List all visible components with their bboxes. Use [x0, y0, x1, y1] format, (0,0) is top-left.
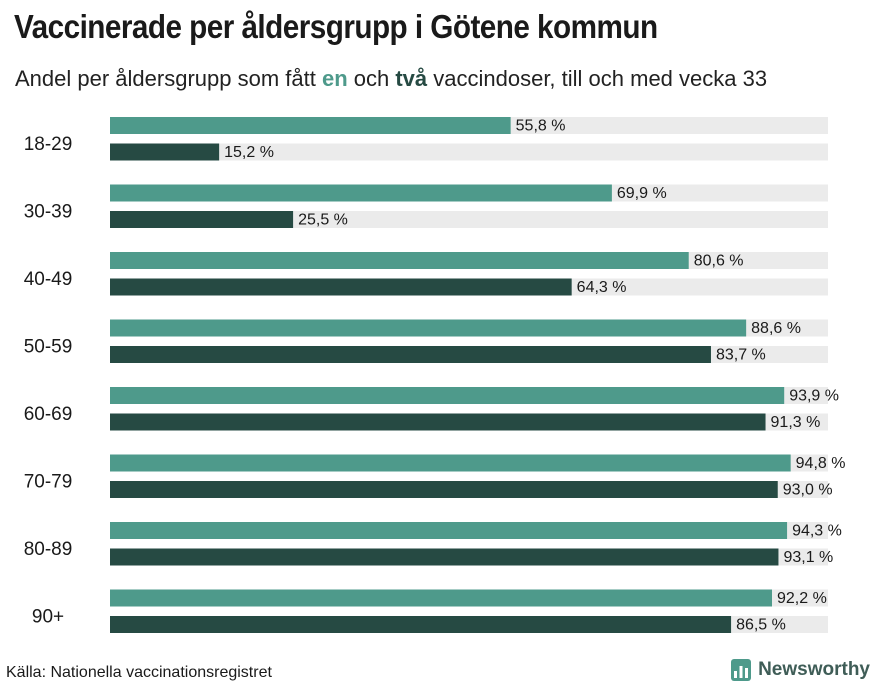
source-note: Källa: Nationella vaccinationsregistret	[6, 664, 272, 681]
bar-one-dose	[110, 522, 788, 539]
value-label: 69,9 %	[617, 185, 667, 202]
value-label: 94,3 %	[792, 523, 842, 540]
bar-two-doses	[110, 413, 766, 431]
bar-two-doses	[110, 616, 732, 633]
bar-group: 70-79 94,8 % 93,0 %	[24, 454, 846, 499]
chart-title: Vaccinerade per åldersgrupp i Götene kom…	[14, 8, 658, 45]
bar-track	[110, 143, 828, 161]
subtitle-text-mid: och	[347, 66, 396, 91]
bar-one-dose	[110, 589, 772, 607]
value-label: 55,8 %	[516, 118, 566, 135]
bar-group: 18-29 55,8 % 15,2 %	[24, 117, 828, 161]
bar-group: 30-39 69,9 % 25,5 %	[24, 184, 828, 229]
bar-one-dose	[110, 454, 791, 472]
value-label: 91,3 %	[771, 414, 821, 431]
brand-name: Newsworthy	[758, 659, 870, 680]
legend-one-dose: en	[321, 66, 348, 91]
value-label: 83,7 %	[716, 347, 766, 364]
bar-two-doses	[110, 548, 779, 566]
brand-logo: Newsworthy	[731, 659, 870, 681]
category-label: 30-39	[24, 202, 73, 223]
chart-subtitle: Andel per åldersgrupp som fått en och tv…	[15, 66, 767, 92]
value-label: 93,1 %	[783, 549, 833, 566]
bar-group: 90+ 92,2 % 86,5 %	[32, 589, 828, 634]
bar-one-dose	[110, 117, 511, 134]
category-label: 18-29	[24, 134, 73, 155]
bar-one-dose	[110, 387, 785, 404]
value-label: 94,8 %	[796, 455, 846, 472]
bar-chart-logo-icon	[731, 659, 752, 681]
bar-one-dose	[110, 184, 612, 202]
value-label: 88,6 %	[751, 320, 801, 337]
bar-one-dose	[110, 252, 689, 269]
category-label: 90+	[32, 607, 64, 628]
value-label: 80,6 %	[694, 253, 744, 270]
category-label: 60-69	[24, 404, 73, 425]
bar-group: 50-59 88,6 % 83,7 %	[24, 319, 828, 364]
value-label: 86,5 %	[736, 617, 786, 634]
bar-two-doses	[110, 143, 220, 161]
bar-one-dose	[110, 319, 747, 337]
bar-group: 60-69 93,9 % 91,3 %	[24, 387, 839, 431]
legend-two-doses: två	[395, 66, 428, 91]
bar-two-doses	[110, 278, 572, 296]
bar-two-doses	[110, 211, 294, 228]
category-label: 50-59	[24, 337, 73, 358]
value-label: 64,3 %	[577, 279, 627, 296]
category-label: 40-49	[24, 269, 73, 290]
bar-two-doses	[110, 346, 711, 363]
value-label: 93,9 %	[789, 388, 839, 405]
category-label: 70-79	[24, 472, 73, 493]
value-label: 25,5 %	[298, 212, 348, 229]
value-label: 15,2 %	[224, 144, 274, 161]
bar-two-doses	[110, 481, 778, 498]
value-label: 93,0 %	[783, 482, 833, 499]
value-label: 92,2 %	[777, 590, 827, 607]
bar-chart: 18-29 55,8 % 15,2 % 30-39 69,9 % 25,5 % 40-49 8…	[24, 117, 846, 634]
subtitle-text-start: Andel per åldersgrupp som fått	[15, 66, 322, 91]
bar-group: 80-89 94,3 % 93,1 %	[24, 522, 842, 566]
subtitle-text-end: vaccindoser, till och med vecka 33	[427, 66, 768, 91]
category-label: 80-89	[24, 539, 73, 560]
bar-group: 40-49 80,6 % 64,3 %	[24, 252, 828, 296]
